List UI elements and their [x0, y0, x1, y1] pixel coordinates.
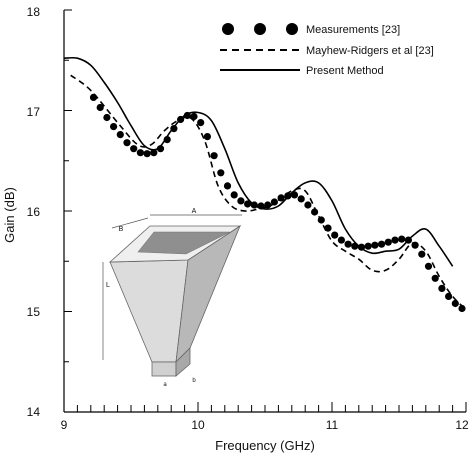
x-tick-label: 9 — [61, 418, 68, 432]
measurement-point — [424, 262, 433, 270]
y-tick-labels: 14 15 16 17 18 — [27, 5, 41, 419]
measurement-point — [150, 149, 158, 157]
x-tick-label: 10 — [191, 418, 205, 432]
measurement-point — [304, 201, 312, 209]
measurement-point — [96, 103, 104, 112]
measurement-point — [244, 200, 252, 208]
dimension-label-l: L — [106, 282, 110, 289]
measurement-point — [384, 238, 392, 246]
series-mayhew-line — [70, 74, 467, 311]
legend-label-present: Present Method — [306, 65, 384, 77]
y-tick-label: 18 — [27, 5, 41, 19]
measurement-point — [331, 231, 339, 239]
y-tick-label: 15 — [27, 305, 41, 319]
legend-marker-measurements — [222, 23, 234, 35]
measurement-point — [203, 133, 211, 141]
axes — [63, 9, 467, 413]
measurement-point — [163, 136, 171, 144]
horn-interior — [137, 231, 231, 255]
y-minor-ticks — [64, 9, 72, 413]
dimension-label-small-a: a — [163, 382, 167, 388]
measurement-point — [230, 191, 238, 199]
x-axis-title: Frequency (GHz) — [215, 438, 315, 453]
legend-label-measurements: Measurements [23] — [306, 24, 400, 36]
measurement-point — [418, 250, 426, 258]
measurement-point — [110, 123, 118, 131]
measurement-point — [156, 145, 165, 153]
x-minor-ticks — [63, 402, 467, 412]
measurement-point — [123, 139, 131, 147]
dimension-label-b: B — [119, 226, 124, 233]
waveguide-front — [151, 361, 177, 377]
measurement-point — [398, 235, 406, 243]
dimension-label-a: A — [192, 208, 197, 215]
measurement-point — [197, 119, 205, 127]
measurement-point — [391, 236, 399, 244]
measurement-point — [445, 292, 453, 300]
measurement-point — [237, 197, 245, 205]
horn-front-face — [109, 259, 189, 363]
measurement-point — [451, 299, 459, 308]
horn-antenna-diagram: A B L a b — [102, 208, 242, 388]
measurement-point — [116, 131, 124, 139]
measurement-point — [210, 152, 218, 160]
series-layer — [63, 56, 467, 313]
series-present-method-line — [63, 56, 454, 267]
x-tick-labels: 9 10 11 12 — [61, 418, 469, 432]
legend-marker-measurements — [286, 23, 298, 35]
measurement-point — [217, 169, 225, 177]
measurement-point — [337, 236, 345, 244]
legend: Measurements [23] Mayhew-Ridgers et al [… — [220, 23, 434, 77]
dimension-label-small-b: b — [192, 378, 196, 384]
measurement-point — [351, 242, 359, 250]
measurement-point — [378, 240, 386, 248]
dimension-line-b — [111, 217, 149, 229]
y-tick-label: 17 — [27, 105, 41, 119]
measurement-point — [344, 240, 352, 248]
measurement-point — [89, 93, 98, 101]
measurement-point — [297, 195, 305, 203]
measurement-point — [130, 145, 138, 153]
y-axis-title: Gain (dB) — [2, 187, 17, 243]
waveguide-side — [175, 347, 191, 377]
measurement-point — [371, 241, 379, 249]
measurement-point — [143, 150, 151, 158]
x-tick-label: 12 — [455, 418, 469, 432]
x-tick-label: 11 — [326, 418, 339, 432]
y-tick-label: 16 — [27, 205, 41, 219]
measurement-point — [431, 274, 439, 282]
measurement-point — [103, 113, 111, 122]
measurement-point — [136, 149, 144, 157]
measurement-point — [364, 242, 372, 250]
legend-marker-measurements — [254, 23, 266, 35]
measurement-point — [223, 182, 232, 190]
legend-label-mayhew: Mayhew-Ridgers et al [23] — [306, 45, 434, 57]
y-tick-label: 14 — [27, 405, 41, 419]
measurement-point — [438, 284, 446, 292]
